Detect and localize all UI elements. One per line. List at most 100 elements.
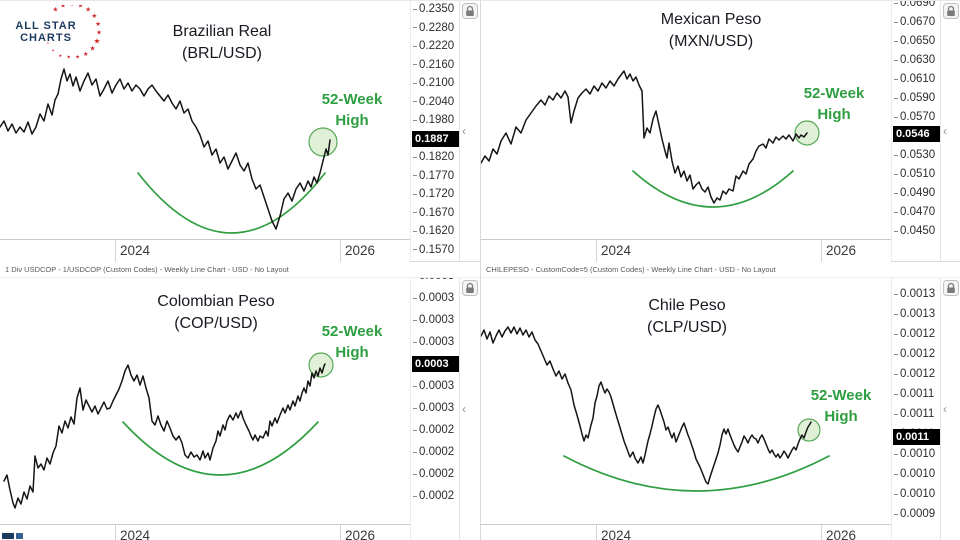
fifty-two-week-high-annotation: 52-Week High <box>292 321 410 363</box>
lock-icon[interactable] <box>462 3 478 24</box>
logo-star-icon: ★ <box>89 45 95 53</box>
rounding-bottom-arc <box>122 421 319 476</box>
last-price-label: 0.1887 <box>412 131 459 147</box>
last-price-label: 0.0546 <box>893 126 940 142</box>
lock-icon[interactable] <box>943 3 959 24</box>
logo-star-icon: ★ <box>78 5 84 9</box>
y-axis-tick-label: 0.0003 <box>413 278 454 283</box>
axis-side-strip: ‹ <box>940 278 960 540</box>
chart-title: Brazilian Real <box>172 23 272 40</box>
price-line <box>3 363 326 509</box>
time-axis[interactable]: 2024 2026 <box>481 524 891 540</box>
y-axis-tick-label: 0.1720 <box>413 187 454 201</box>
price-axis[interactable]: 0.1887 0.2350 0.2280 0.2220 0.2160 0.2100 0.2… <box>410 1 459 261</box>
fifty-two-week-high-annotation: 52-Week High <box>292 89 410 131</box>
logo-star-icon: ★ <box>83 51 89 58</box>
x-axis-year-label: 2026 <box>345 243 376 258</box>
y-axis-tick-label: 0.2100 <box>413 76 454 90</box>
y-axis-tick-label: 0.2160 <box>413 58 454 72</box>
rounding-bottom-arc <box>632 170 794 208</box>
x-axis-tick <box>115 240 116 263</box>
price-chart-canvas <box>481 70 820 208</box>
x-axis-tick <box>821 525 822 540</box>
axis-side-strip: ‹ <box>459 278 481 540</box>
lock-icon[interactable] <box>943 280 959 301</box>
y-axis-tick-label: 0.0010 <box>894 447 935 461</box>
y-axis-tick-label: 0.0012 <box>894 327 935 341</box>
y-axis-tick-label: 0.0013 <box>894 307 935 321</box>
y-axis-tick-label: 0.0010 <box>894 467 935 481</box>
axis-side-strip: ‹ <box>940 1 960 261</box>
time-axis[interactable]: 2024 2026 <box>0 239 410 263</box>
annotation-line2: High <box>335 344 369 361</box>
y-axis-tick-label: 0.0002 <box>413 445 454 459</box>
logo-star-icon: ★ <box>69 5 75 8</box>
logo-star-icon: ★ <box>75 54 80 60</box>
y-axis-tick-label: 0.0670 <box>894 15 935 29</box>
y-axis-tick-label: 0.0003 <box>413 379 454 393</box>
y-axis-tick-label: 0.1820 <box>413 150 454 164</box>
chart-panel-brl-usd: ★★★★★★★★★★★★★★★★★ ALL STAR CHARTS Brazil… <box>0 0 481 263</box>
lock-icon[interactable] <box>462 280 478 301</box>
x-axis-tick <box>340 240 341 263</box>
chart-description-bar: 1 Div USDCOP - 1/USDCOP (Custom Codes) -… <box>0 262 480 278</box>
chart-title-block: Brazilian Real (BRL/USD) <box>112 21 332 65</box>
logo-star-icon: ★ <box>67 54 71 60</box>
high-marker-circle <box>308 352 334 378</box>
y-axis-tick-label: 0.0610 <box>894 72 935 86</box>
price-chart-canvas <box>481 326 830 492</box>
annotation-line1: 52-Week <box>803 85 865 102</box>
y-axis-tick-label: 0.2220 <box>413 39 454 53</box>
x-axis-tick <box>340 525 341 540</box>
price-axis[interactable]: 0.0011 0.0014 0.0013 0.0013 0.0012 0.0012 0.0… <box>891 278 940 540</box>
chart-panel-cop-usd: 1 Div USDCOP - 1/USDCOP (Custom Codes) -… <box>0 262 481 540</box>
y-axis-tick-label: 0.2350 <box>413 2 454 16</box>
logo-star-icon: ★ <box>44 33 46 36</box>
price-axis[interactable]: 0.0546 0.0690 0.0670 0.0650 0.0630 0.0610 0.0… <box>891 1 940 261</box>
price-chart-canvas <box>3 352 334 509</box>
logo-star-icon: ★ <box>58 53 62 58</box>
collapse-chevron-icon[interactable]: ‹ <box>943 124 947 138</box>
time-axis[interactable]: 2024 2026 <box>0 524 410 540</box>
x-axis-year-label: 2026 <box>345 528 376 540</box>
footer-logo-fragment <box>2 533 23 539</box>
price-line <box>481 326 812 485</box>
annotation-line1: 52-Week <box>321 323 383 340</box>
y-axis-tick-label: 0.0450 <box>894 224 935 238</box>
chart-plot-area[interactable]: Mexican Peso (MXN/USD) 52-Week High <box>481 1 891 239</box>
chart-title: Chile Peso <box>648 297 726 314</box>
high-marker-circle <box>797 418 821 442</box>
last-price-label: 0.0011 <box>893 429 940 445</box>
chart-plot-area[interactable]: ★★★★★★★★★★★★★★★★★ ALL STAR CHARTS Brazil… <box>0 1 410 239</box>
logo-star-icon: ★ <box>91 12 97 20</box>
y-axis-tick-label: 0.1770 <box>413 169 454 183</box>
price-axis[interactable]: 0.0003 0.0003 0.0003 0.0003 0.0003 0.0003 0.0… <box>410 278 459 540</box>
collapse-chevron-icon[interactable]: ‹ <box>943 402 947 416</box>
time-axis[interactable]: 2024 2026 <box>481 239 891 263</box>
y-axis-tick-label: 0.1620 <box>413 224 454 238</box>
price-line <box>0 68 331 230</box>
logo-star-icon: ★ <box>96 29 102 37</box>
chart-plot-area[interactable]: Colombian Peso (COP/USD) 52-Week High <box>0 278 410 524</box>
x-axis-year-label: 2024 <box>120 243 151 258</box>
logo-text-line1: ALL STAR <box>15 20 76 32</box>
x-axis-tick <box>596 240 597 263</box>
all-star-charts-logo: ★★★★★★★★★★★★★★★★★ ALL STAR CHARTS <box>15 5 102 60</box>
y-axis-tick-label: 0.0590 <box>894 91 935 105</box>
chart-plot-area[interactable]: Chile Peso (CLP/USD) 52-Week High <box>481 278 891 524</box>
y-axis-tick-label: 0.2280 <box>413 21 454 35</box>
annotation-line1: 52-Week <box>810 387 872 404</box>
collapse-chevron-icon[interactable]: ‹ <box>462 124 466 138</box>
y-axis-tick-label: 0.0003 <box>413 291 454 305</box>
annotation-line1: 52-Week <box>321 91 383 108</box>
x-axis-year-label: 2026 <box>826 528 857 540</box>
logo-stars: ★★★★★★★★★★★★★★★★★ <box>44 5 102 60</box>
y-axis-tick-label: 0.0002 <box>413 467 454 481</box>
axis-side-strip: ‹ <box>459 1 481 261</box>
y-axis-tick-label: 0.0002 <box>413 423 454 437</box>
price-chart-canvas <box>0 68 338 234</box>
logo-star-icon: ★ <box>94 37 101 46</box>
collapse-chevron-icon[interactable]: ‹ <box>462 402 466 416</box>
y-axis-tick-label: 0.1670 <box>413 206 454 220</box>
y-axis-tick-label: 0.0490 <box>894 186 935 200</box>
